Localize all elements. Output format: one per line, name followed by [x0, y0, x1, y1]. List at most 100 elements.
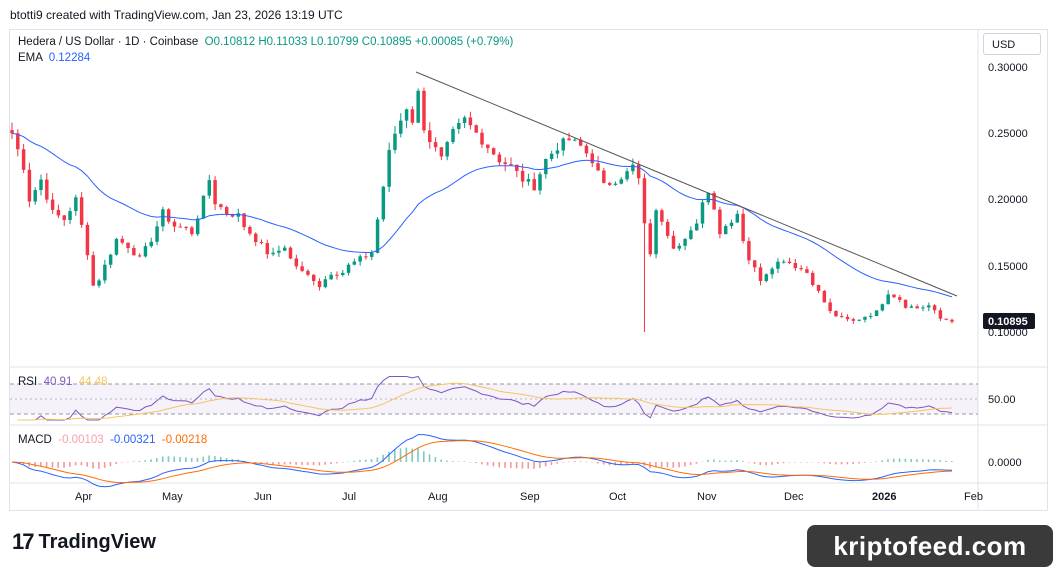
tradingview-logo-icon: 17 [12, 529, 35, 554]
candle-body [822, 290, 827, 303]
macd-hist-bar [289, 462, 292, 465]
candle-body [590, 153, 594, 164]
macd-hist-bar [115, 462, 118, 465]
macd-hist-bar [219, 456, 222, 462]
macd-hist-bar [463, 461, 466, 462]
rsi-header[interactable]: RSI 40.91 44.48 [18, 376, 108, 388]
macd-hist-bar [127, 461, 129, 463]
chart-canvas[interactable]: 0.30000 0.25000 0.20000 0.15000 0.10000 … [0, 0, 1057, 520]
candle-body [921, 307, 925, 309]
candle-body [486, 144, 490, 149]
macd-hist-bar [951, 461, 953, 462]
macd-hist-bar [144, 460, 147, 462]
candle-body [903, 299, 908, 308]
macd-hist-bar [214, 456, 216, 462]
macd-hist-bar [190, 457, 193, 462]
candle-body [567, 138, 571, 141]
macd-hist-bar [434, 456, 437, 462]
macd-hist-bar [225, 458, 228, 462]
macd-hist-bar [550, 462, 553, 465]
macd-hist-bar [765, 462, 767, 466]
candle-body [503, 162, 507, 165]
candle-body [404, 109, 409, 121]
macd-hist-bar [626, 462, 628, 465]
macd-hist-bar [364, 459, 367, 462]
candle-body [538, 174, 542, 191]
macd-hist-bar [248, 461, 251, 463]
candle-body [323, 279, 328, 288]
candle-body [410, 109, 415, 123]
macd-hist-bar [811, 462, 814, 463]
candle-body [526, 179, 531, 182]
macd-hist-bar [376, 457, 379, 462]
candle-body [834, 311, 838, 317]
macd-hist-bar [428, 454, 431, 462]
time-tick: Jun [254, 491, 272, 503]
symbol-header[interactable]: Hedera / US Dollar · 1D · Coinbase O0.10… [18, 36, 513, 48]
macd-hist-bar [156, 458, 158, 462]
macd-signal-line [11, 440, 953, 483]
macd-hist-bar [121, 462, 123, 463]
candle-body [85, 224, 90, 256]
candle-body [660, 210, 664, 222]
macd-hist-bar [672, 462, 675, 468]
macd-hist-bar [597, 462, 599, 464]
candle-body [282, 247, 287, 251]
macd-hist-bar [805, 461, 808, 463]
macd-hist-bar [771, 462, 773, 465]
price-tick: 0.20000 [988, 194, 1028, 206]
macd-hist-bar [713, 459, 715, 462]
candle-body [253, 233, 258, 243]
ema-header[interactable]: EMA 0.12284 [18, 52, 90, 64]
currency-button[interactable]: USD [983, 33, 1041, 55]
candle-body [33, 190, 37, 202]
candle-body [932, 305, 937, 311]
candle-body [451, 129, 455, 143]
macd-hist-bar [422, 451, 425, 462]
price-tick: 0.15000 [988, 261, 1028, 273]
candle-body [683, 238, 687, 246]
candle-body [607, 182, 612, 185]
macd-header[interactable]: MACD -0.00103 -0.00321 -0.00218 [18, 434, 207, 446]
candle-body [16, 133, 20, 150]
candle-body [155, 226, 159, 242]
chart-frame[interactable] [9, 29, 1048, 511]
macd-hist-bar [539, 462, 541, 468]
candle-body [433, 142, 438, 148]
candle-body [648, 223, 653, 255]
candle-body [845, 316, 850, 320]
macd-hist-bar [881, 460, 883, 462]
candle-body [474, 125, 478, 133]
macd-hist-bar [272, 462, 274, 465]
macd-hist-bar [521, 462, 524, 469]
candle-body [375, 219, 380, 253]
macd-hist-bar [98, 462, 100, 469]
macd-hist-bar [185, 457, 187, 462]
macd-hist-bar [283, 462, 286, 465]
macd-hist-bar [747, 462, 750, 463]
candle-body [143, 246, 148, 257]
macd-hist-bar [173, 456, 176, 462]
candle-body [793, 263, 798, 269]
candle-body [747, 241, 751, 261]
candle-body [636, 164, 641, 179]
low-value: L0.10799 [310, 36, 359, 48]
macd-hist-bar [829, 462, 831, 464]
macd-hist-bar [260, 462, 263, 464]
macd-hist-bar [347, 461, 350, 463]
macd-hist-bar [568, 461, 570, 463]
rsi-value: 40.91 [43, 376, 73, 388]
candle-body [509, 164, 513, 166]
candle-body [468, 117, 473, 126]
ema-line [11, 132, 953, 298]
candle-body [132, 247, 136, 256]
candle-body [56, 209, 61, 216]
candle-body [306, 270, 310, 275]
macd-hist-bar [446, 460, 448, 462]
macd-hist-bar [863, 462, 866, 463]
tradingview-logo[interactable]: 17 TradingView [12, 529, 156, 555]
macd-hist-bar [341, 462, 344, 463]
macd-hist-bar [393, 449, 396, 462]
candle-body [103, 264, 107, 281]
candle-body [213, 180, 217, 205]
